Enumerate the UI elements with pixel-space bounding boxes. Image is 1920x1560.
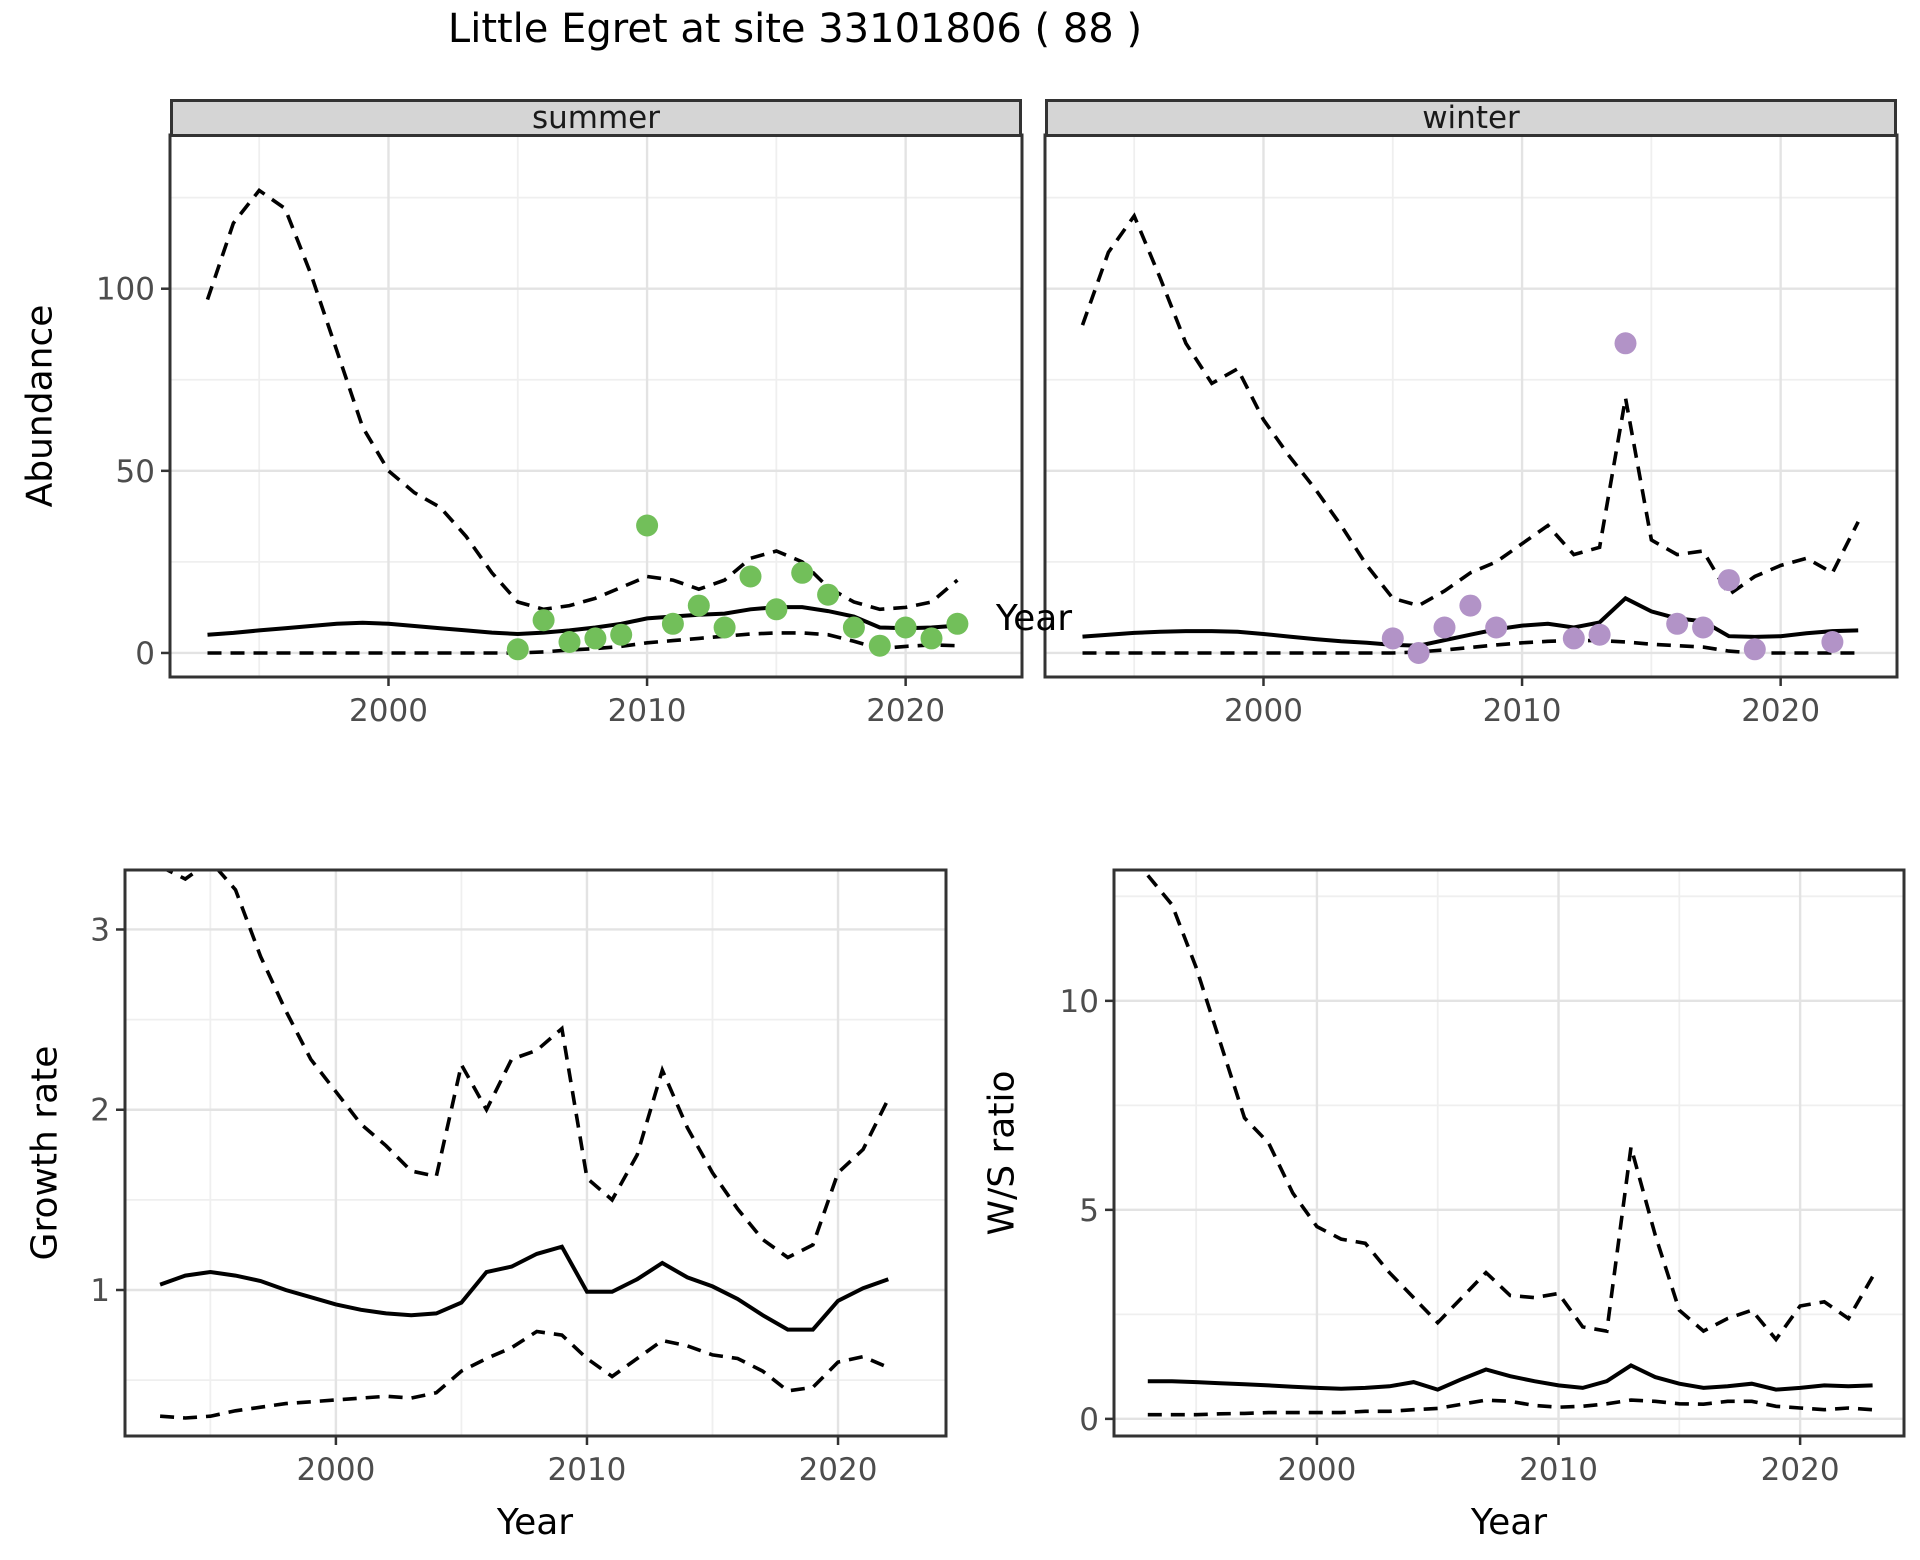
data-point (1743, 638, 1766, 661)
facet-strip-summer: summer (170, 99, 1022, 137)
facet-strip-winter-label: winter (1422, 100, 1520, 136)
growth-rate-border (123, 868, 948, 1438)
y-axis-title-growth-rate: Growth rate (24, 1045, 66, 1261)
growth-rate-data-marks (159, 870, 890, 1420)
data-point (765, 598, 788, 621)
tick-label: 0 (1079, 1402, 1099, 1438)
tick-label: 2020 (866, 693, 945, 729)
data-point (739, 565, 762, 588)
tick-label: 1 (90, 1273, 110, 1309)
abundance-winter-upper_ci-line (1080, 212, 1860, 608)
tick-label: 2010 (1519, 1452, 1598, 1488)
tick-label: 2000 (1224, 693, 1303, 729)
data-point (1821, 631, 1844, 653)
panel-ws-ratio: 2000 2010 2020 0 5 10 (1060, 868, 1906, 1488)
panel-abundance-summer: 2000 2010 2020 0 50 100 (96, 133, 1024, 729)
ws-ratio-mean-line (1147, 1363, 1873, 1392)
data-point (946, 612, 969, 635)
abundance-winter-points (1381, 332, 1844, 664)
data-point (1459, 594, 1482, 617)
abundance-summer-upper_ci-line (205, 187, 959, 612)
abundance-summer-axis-ticks: 2000 2010 2020 0 50 100 (96, 272, 945, 729)
abundance-summer-lower_ci-line (207, 631, 958, 655)
data-point (584, 627, 607, 650)
growth-rate-lower_ci-line (159, 1329, 890, 1420)
tick-label: 2010 (548, 1452, 627, 1488)
data-point (791, 561, 814, 584)
abundance-winter-mean-line (1082, 595, 1859, 648)
tick-label: 100 (96, 272, 155, 308)
facet-strip-summer-label: summer (531, 100, 660, 136)
tick-label: 2000 (296, 1452, 375, 1488)
data-point (1588, 623, 1611, 646)
tick-label: 3 (90, 912, 110, 948)
y-axis-title-ws-ratio: W/S ratio (981, 1070, 1023, 1236)
x-axis-title-year-top: Year (995, 598, 1073, 639)
tick-label: 2010 (1483, 693, 1562, 729)
data-point (532, 609, 555, 632)
tick-label: 0 (135, 636, 155, 672)
data-point (506, 638, 529, 661)
tick-label: 2010 (608, 693, 687, 729)
data-point (1614, 332, 1637, 355)
ws-ratio-border (1112, 868, 1906, 1438)
growth-rate-gridlines (125, 870, 946, 1436)
ws-ratio-axis-ticks: 2000 2010 2020 0 5 10 (1060, 984, 1840, 1488)
data-point (868, 634, 891, 657)
abundance-winter-data-marks (1080, 212, 1860, 664)
abundance-winter-lower_ci-line (1082, 638, 1859, 655)
data-point (558, 631, 581, 653)
growth-rate-mean-line (159, 1244, 889, 1332)
abundance-summer-data-marks (205, 187, 969, 661)
tick-label: 10 (1060, 984, 1099, 1020)
abundance-summer-points (506, 514, 969, 661)
tick-label: 50 (116, 454, 155, 490)
growth-rate-axis-ticks: 2000 2010 2020 1 2 3 (90, 912, 877, 1488)
data-point (1692, 616, 1715, 639)
growth-rate-upper_ci-line (163, 870, 890, 1260)
data-point (817, 583, 840, 606)
tick-label: 2000 (349, 693, 428, 729)
panel-abundance-winter: 2000 2010 2020 (1043, 133, 1899, 729)
data-point (661, 612, 684, 635)
ws-ratio-gridlines (1114, 870, 1904, 1436)
abundance-summer-gridlines (170, 135, 1022, 677)
tick-label: 2020 (799, 1452, 878, 1488)
data-point (1485, 616, 1508, 639)
tick-label: 2 (90, 1093, 110, 1129)
data-point (1717, 569, 1740, 592)
abundance-winter-axis-ticks: 2000 2010 2020 (1224, 677, 1820, 729)
data-point (1562, 627, 1585, 650)
data-point (1407, 642, 1430, 664)
data-point (636, 514, 659, 537)
data-point (1381, 627, 1404, 650)
facet-strip-winter: winter (1045, 99, 1897, 137)
data-point (894, 616, 917, 639)
abundance-summer-border (168, 133, 1024, 679)
data-point (1433, 616, 1456, 639)
ws-ratio-data-marks (1146, 874, 1875, 1417)
data-point (920, 627, 943, 650)
data-point (1666, 612, 1689, 635)
data-point (713, 616, 736, 639)
plot-title: Little Egret at site 33101806 ( 88 ) (447, 6, 1143, 52)
data-point (687, 594, 710, 617)
data-point (610, 623, 633, 646)
y-axis-title-abundance: Abundance (19, 304, 61, 508)
tick-label: 5 (1079, 1193, 1099, 1229)
tick-label: 2000 (1277, 1452, 1356, 1488)
abundance-summer-mean-line (207, 605, 958, 637)
panel-growth-rate: 2000 2010 2020 1 2 3 (90, 868, 948, 1488)
x-axis-title-year-ws: Year (1470, 1502, 1548, 1543)
data-point (842, 616, 865, 639)
tick-label: 2020 (1741, 693, 1820, 729)
x-axis-title-year-growth: Year (496, 1502, 574, 1543)
tick-label: 2020 (1761, 1452, 1840, 1488)
ws-ratio-lower_ci-line (1147, 1398, 1873, 1417)
ws-ratio-upper_ci-line (1146, 874, 1875, 1343)
